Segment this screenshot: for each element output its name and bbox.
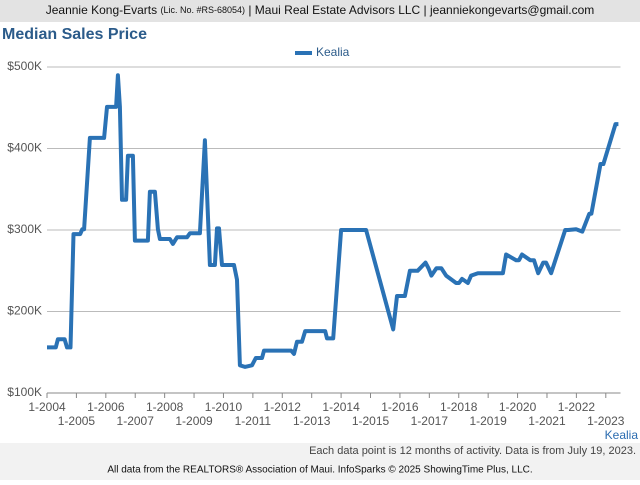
x-tick-label: 1-2018	[440, 400, 478, 414]
x-tick-label: 1-2010	[205, 400, 243, 414]
y-tick-label: $400K	[7, 141, 42, 155]
plot: $100K$200K$300K$400K$500K1-20041-20051-2…	[7, 59, 625, 428]
x-tick-label: 1-2005	[58, 414, 96, 428]
x-tick-label: 1-2015	[352, 414, 390, 428]
data-line	[47, 73, 619, 369]
header-license: (Lic. No. #RS-68054)	[160, 5, 245, 15]
location-label: Kealia	[605, 428, 639, 442]
footer-bar	[0, 443, 640, 480]
x-tick-label: 1-2016	[381, 400, 419, 414]
x-tick-label: 1-2006	[87, 400, 125, 414]
legend-label: Kealia	[316, 45, 350, 59]
x-tick-label: 1-2021	[528, 414, 566, 428]
x-tick-label: 1-2007	[117, 414, 155, 428]
chart-title: Median Sales Price	[2, 26, 147, 43]
footer: All data from the REALTORS® Association …	[107, 465, 532, 476]
x-tick-label: 1-2012	[264, 400, 302, 414]
x-tick-label: 1-2023	[587, 414, 625, 428]
x-tick-label: 1-2013	[293, 414, 331, 428]
note: Each data point is 12 months of activity…	[309, 445, 636, 457]
y-tick-label: $500K	[7, 59, 42, 73]
x-tick-label: 1-2022	[558, 400, 596, 414]
header: Jeannie Kong-Evarts (Lic. No. #RS-68054)…	[46, 3, 595, 17]
y-tick-label: $300K	[7, 222, 42, 236]
x-tick-label: 1-2017	[411, 414, 449, 428]
header-name: Jeannie Kong-Evarts	[46, 3, 157, 17]
x-tick-label: 1-2014	[322, 400, 360, 414]
y-tick-label: $200K	[7, 304, 42, 318]
y-tick-label: $100K	[7, 385, 42, 399]
x-tick-label: 1-2020	[499, 400, 537, 414]
x-tick-label: 1-2008	[146, 400, 184, 414]
x-tick-label: 1-2019	[469, 414, 507, 428]
header-bar	[0, 0, 640, 22]
x-tick-label: 1-2011	[235, 414, 272, 428]
header-details: | Maui Real Estate Advisors LLC | jeanni…	[248, 3, 594, 17]
x-tick-label: 1-2004	[28, 400, 66, 414]
x-tick-label: 1-2009	[175, 414, 213, 428]
